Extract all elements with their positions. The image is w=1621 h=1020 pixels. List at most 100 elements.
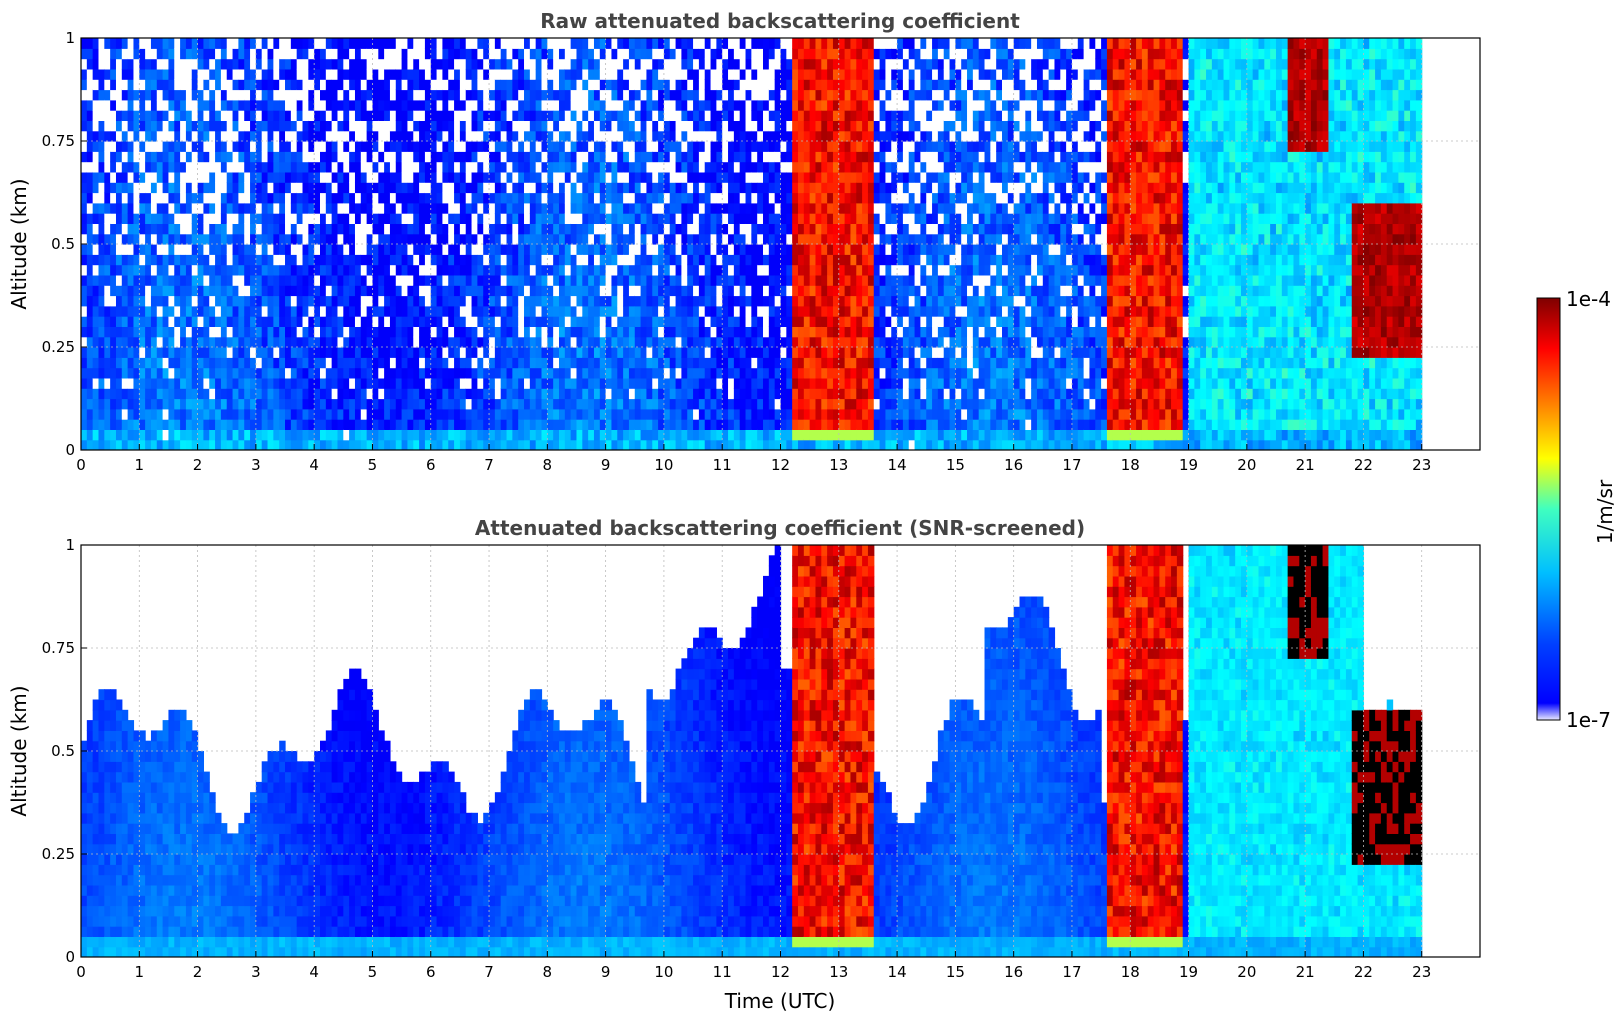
heatmap-cell [477, 233, 484, 245]
heatmap-cell [757, 171, 764, 183]
heatmap-cell [611, 202, 618, 214]
heatmap-cell [803, 367, 811, 379]
heatmap-cell [395, 192, 403, 204]
heatmap-cell [255, 244, 263, 255]
heatmap-cell [156, 398, 164, 410]
heatmap-cell [325, 223, 333, 235]
heatmap-cell [698, 254, 706, 266]
heatmap-cell [372, 130, 379, 142]
heatmap-cell [652, 223, 659, 235]
heatmap-cell [302, 408, 309, 420]
heatmap-cell [174, 357, 181, 369]
heatmap-cell [454, 244, 461, 255]
heatmap-cell [733, 151, 741, 163]
heatmap-cell [489, 110, 496, 121]
heatmap-cell [133, 336, 140, 348]
heatmap-cell [663, 316, 671, 327]
heatmap-cell [424, 182, 432, 194]
heatmap-cell [209, 429, 216, 441]
heatmap-cell [605, 58, 613, 70]
heatmap-cell [209, 367, 216, 379]
heatmap-cell [728, 377, 735, 389]
heatmap-cell [459, 357, 467, 369]
heatmap-cell [372, 367, 379, 379]
heatmap-cell [780, 326, 787, 338]
heatmap-cell [314, 429, 321, 441]
heatmap-cell [628, 439, 636, 450]
heatmap-cell [599, 68, 607, 80]
heatmap-cell [780, 120, 787, 132]
heatmap-cell [121, 141, 129, 152]
heatmap-cell [541, 254, 548, 266]
heatmap-cell [191, 305, 199, 317]
heatmap-cell [611, 274, 618, 286]
heatmap-cell [728, 398, 735, 410]
heatmap-cell [780, 48, 787, 60]
heatmap-cell [698, 316, 706, 327]
heatmap-cell [786, 408, 793, 420]
heatmap-cell [675, 367, 683, 379]
heatmap-cell [623, 110, 630, 121]
heatmap-cell [133, 192, 140, 204]
heatmap-cell [553, 419, 560, 430]
heatmap-cell [687, 120, 694, 132]
heatmap-cell [786, 429, 793, 441]
heatmap-cell [413, 48, 420, 60]
heatmap-cell [681, 58, 688, 70]
heatmap-cell [489, 316, 496, 327]
heatmap-cell [419, 305, 426, 317]
heatmap-cell [663, 223, 671, 235]
heatmap-cell [803, 316, 811, 327]
heatmap-cell [768, 429, 776, 441]
heatmap-cell [786, 254, 793, 266]
heatmap-cell [261, 336, 269, 348]
heatmap-cell [803, 171, 811, 183]
heatmap-cell [745, 202, 752, 214]
heatmap-cell [459, 377, 467, 389]
heatmap-cell [442, 285, 449, 297]
heatmap-cell [483, 38, 490, 49]
heatmap-cell [652, 213, 659, 224]
heatmap-cell [372, 120, 379, 132]
heatmap-cell [273, 233, 280, 245]
heatmap-cell [232, 171, 239, 183]
heatmap-cell [646, 336, 653, 348]
heatmap-cell [763, 347, 770, 358]
heatmap-cell [710, 161, 717, 173]
heatmap-cell [314, 408, 321, 420]
heatmap-cell [127, 388, 135, 400]
heatmap-cell [354, 233, 362, 245]
heatmap-cell [436, 130, 444, 142]
heatmap-cell [174, 89, 181, 101]
heatmap-cell [360, 192, 368, 204]
heatmap-cell [226, 347, 234, 358]
heatmap-cell [133, 223, 140, 235]
heatmap-cell [605, 305, 613, 317]
heatmap-cell [255, 285, 263, 297]
heatmap-cell [663, 151, 671, 163]
heatmap-cell [739, 68, 747, 80]
heatmap-cell [81, 38, 88, 49]
heatmap-cell [716, 398, 723, 410]
heatmap-cell [663, 110, 671, 121]
heatmap-cell [139, 58, 146, 70]
heatmap-cell [238, 357, 245, 369]
heatmap-cell [722, 48, 729, 60]
heatmap-cell [139, 357, 146, 369]
heatmap-cell [279, 244, 286, 255]
heatmap-cell [658, 233, 665, 245]
heatmap-cell [605, 89, 613, 101]
heatmap-cell [529, 38, 537, 49]
heatmap-cell [314, 274, 321, 286]
heatmap-cell [500, 264, 508, 276]
heatmap-cell [430, 120, 438, 132]
heatmap-cell [710, 58, 717, 70]
heatmap-cell [360, 161, 368, 173]
heatmap-cell [634, 38, 642, 49]
heatmap-cell [226, 161, 234, 173]
heatmap-cell [483, 367, 490, 379]
heatmap-cell [162, 419, 170, 430]
heatmap-cell [500, 58, 508, 70]
heatmap-cell [81, 233, 88, 245]
heatmap-cell [757, 202, 764, 214]
